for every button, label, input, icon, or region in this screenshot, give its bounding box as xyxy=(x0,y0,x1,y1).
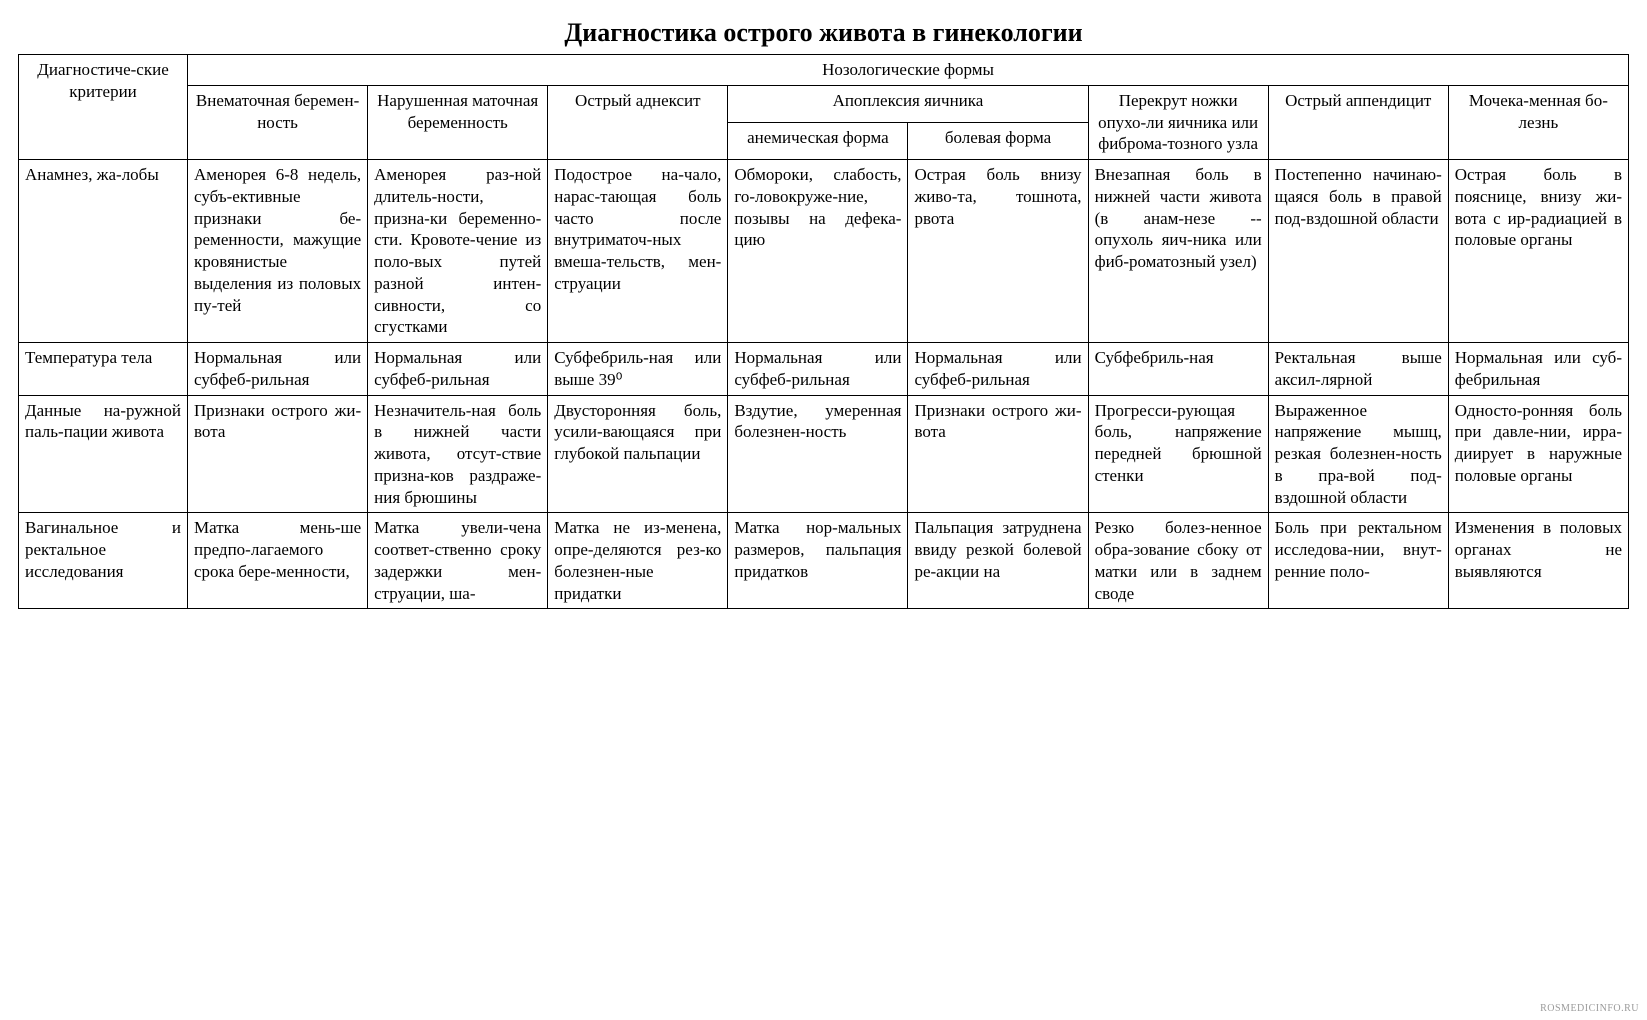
page-title: Диагностика острого живота в гинекологии xyxy=(18,18,1629,48)
header-col-2: Нарушенная маточная беременность xyxy=(368,85,548,159)
header-col-5: болевая форма xyxy=(908,122,1088,159)
cell: Выраженное напряжение мышц, резкая болез… xyxy=(1268,395,1448,513)
header-super: Нозологические формы xyxy=(188,55,1629,86)
header-col-6: Перекрут ножки опухо-ли яичника или фибр… xyxy=(1088,85,1268,159)
cell: Острая боль внизу живо-та, тошнота, рвот… xyxy=(908,160,1088,343)
table-row: Вагинальное и ректальное исследования Ма… xyxy=(19,513,1629,609)
cell: Признаки острого жи-вота xyxy=(188,395,368,513)
cell: Матка увели-чена соответ-ственно сроку з… xyxy=(368,513,548,609)
cell-criteria: Вагинальное и ректальное исследования xyxy=(19,513,188,609)
cell: Обмороки, слабость, го-ловокруже-ние, по… xyxy=(728,160,908,343)
cell: Субфебриль-ная или выше 39⁰ xyxy=(548,343,728,396)
cell: Вздутие, умеренная болезнен-ность xyxy=(728,395,908,513)
cell: Двусторонняя боль, усили-вающаяся при гл… xyxy=(548,395,728,513)
table-row: Температура тела Нормальная или субфеб-р… xyxy=(19,343,1629,396)
cell: Незначитель-ная боль в нижней части живо… xyxy=(368,395,548,513)
cell: Внезапная боль в нижней части живота (в … xyxy=(1088,160,1268,343)
header-col-1: Внематочная беремен-ность xyxy=(188,85,368,159)
cell: Нормальная или субфеб-рильная xyxy=(728,343,908,396)
cell: Субфебриль-ная xyxy=(1088,343,1268,396)
watermark: ROSMEDICINFO.RU xyxy=(1540,1003,1639,1014)
header-col-4: анемическая форма xyxy=(728,122,908,159)
cell: Изменения в половых органах не выявляютс… xyxy=(1448,513,1628,609)
cell: Односто-ронняя боль при давле-нии, ирра-… xyxy=(1448,395,1628,513)
table-row: Данные на-ружной паль-пации живота Призн… xyxy=(19,395,1629,513)
cell: Боль при ректальном исследова-нии, внут-… xyxy=(1268,513,1448,609)
cell: Матка не из-менена, опре-деляются рез-ко… xyxy=(548,513,728,609)
header-col-8: Мочека-менная бо-лезнь xyxy=(1448,85,1628,159)
cell: Нормальная или субфеб-рильная xyxy=(908,343,1088,396)
header-criteria: Диагностиче-ские критерии xyxy=(19,55,188,160)
cell: Матка мень-ше предпо-лагаемого срока бер… xyxy=(188,513,368,609)
table-row: Анамнез, жа-лобы Аменорея 6-8 недель, су… xyxy=(19,160,1629,343)
cell: Острая боль в пояснице, внизу жи-вота с … xyxy=(1448,160,1628,343)
cell: Признаки острого жи-вота xyxy=(908,395,1088,513)
cell: Матка нор-мальных размеров, пальпация пр… xyxy=(728,513,908,609)
cell: Пальпация затруднена ввиду резкой болево… xyxy=(908,513,1088,609)
cell: Подострое на-чало, нарас-тающая боль час… xyxy=(548,160,728,343)
header-col-3: Острый аднексит xyxy=(548,85,728,159)
table-body: Анамнез, жа-лобы Аменорея 6-8 недель, су… xyxy=(19,160,1629,609)
cell: Нормальная или субфеб-рильная xyxy=(368,343,548,396)
cell: Нормальная или субфеб-рильная xyxy=(188,343,368,396)
cell-criteria: Анамнез, жа-лобы xyxy=(19,160,188,343)
cell-criteria: Данные на-ружной паль-пации живота xyxy=(19,395,188,513)
cell: Прогресси-рующая боль, напряжение передн… xyxy=(1088,395,1268,513)
cell: Аменорея раз-ной длитель-ности, призна-к… xyxy=(368,160,548,343)
header-col-7: Острый аппендицит xyxy=(1268,85,1448,159)
diagnostic-table: Диагностиче-ские критерии Нозологические… xyxy=(18,54,1629,609)
cell: Ректальная выше аксил-лярной xyxy=(1268,343,1448,396)
header-apoplexy: Апоплексия яичника xyxy=(728,85,1088,122)
cell: Аменорея 6-8 недель, субъ-ективные призн… xyxy=(188,160,368,343)
cell: Нормальная или суб-фебрильная xyxy=(1448,343,1628,396)
cell: Постепенно начинаю-щаяся боль в правой п… xyxy=(1268,160,1448,343)
cell: Резко болез-ненное обра-зование сбоку от… xyxy=(1088,513,1268,609)
cell-criteria: Температура тела xyxy=(19,343,188,396)
